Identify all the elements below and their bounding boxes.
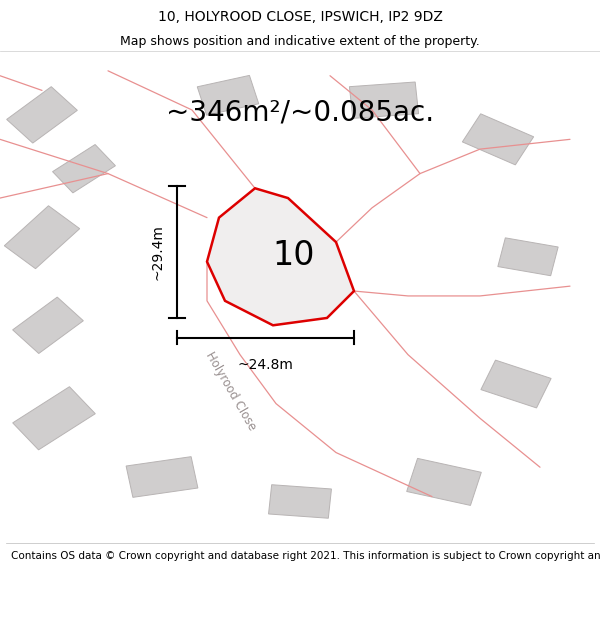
Polygon shape xyxy=(53,144,115,193)
Text: ~29.4m: ~29.4m xyxy=(151,224,165,280)
Polygon shape xyxy=(498,238,558,276)
Text: Map shows position and indicative extent of the property.: Map shows position and indicative extent… xyxy=(120,35,480,48)
Polygon shape xyxy=(463,114,533,165)
Polygon shape xyxy=(349,82,419,118)
Text: 10: 10 xyxy=(273,239,315,272)
Text: Contains OS data © Crown copyright and database right 2021. This information is : Contains OS data © Crown copyright and d… xyxy=(11,551,600,561)
Polygon shape xyxy=(7,87,77,143)
Polygon shape xyxy=(4,206,80,269)
Polygon shape xyxy=(481,360,551,408)
Text: 10, HOLYROOD CLOSE, IPSWICH, IP2 9DZ: 10, HOLYROOD CLOSE, IPSWICH, IP2 9DZ xyxy=(158,10,442,24)
Polygon shape xyxy=(269,485,331,518)
Polygon shape xyxy=(13,297,83,354)
Polygon shape xyxy=(13,387,95,450)
Text: ~24.8m: ~24.8m xyxy=(238,358,293,372)
Text: Holyrood Close: Holyrood Close xyxy=(203,350,259,433)
Polygon shape xyxy=(407,458,481,506)
Polygon shape xyxy=(207,188,354,325)
Polygon shape xyxy=(126,457,198,498)
Text: ~346m²/~0.085ac.: ~346m²/~0.085ac. xyxy=(166,98,434,126)
Polygon shape xyxy=(197,76,259,115)
